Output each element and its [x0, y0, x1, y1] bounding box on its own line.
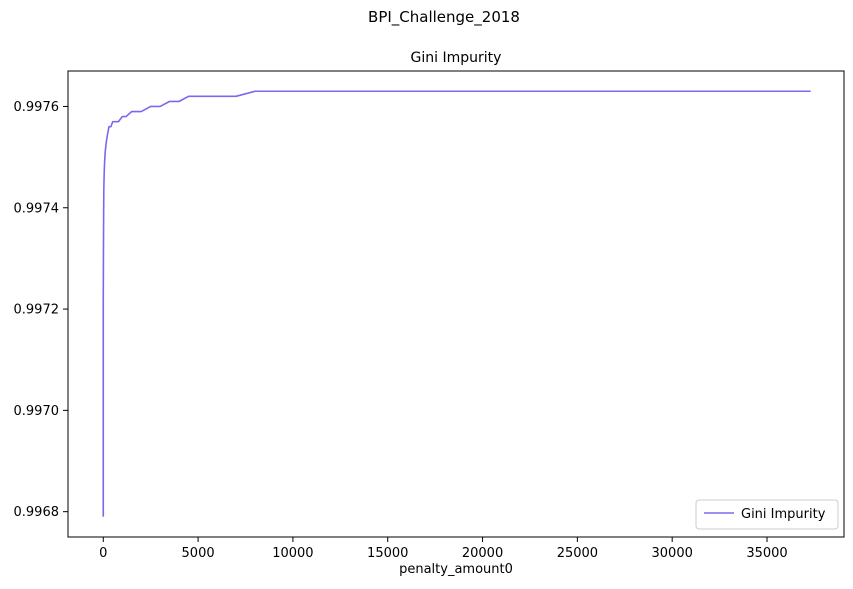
y-tick-label: 0.9968 [14, 505, 60, 520]
x-tick-label: 5000 [182, 546, 215, 561]
x-axis: 0 5000 10000 15000 20000 25000 30000 35000 [99, 537, 788, 561]
x-axis-label: penalty_amount0 [399, 562, 513, 577]
y-tick-label: 0.9972 [14, 303, 60, 318]
series-group [102, 90, 811, 517]
x-tick-label: 30000 [652, 546, 693, 561]
y-tick-label: 0.9976 [14, 100, 60, 115]
y-axis: 0.9968 0.9970 0.9972 0.9974 0.9976 [14, 100, 68, 520]
x-tick-label: 15000 [367, 546, 408, 561]
x-tick-label: 20000 [462, 546, 503, 561]
x-tick-label: 35000 [746, 546, 787, 561]
legend: Gini Impurity [695, 499, 839, 530]
legend-box [695, 499, 839, 530]
series-line-gini-impurity [102, 90, 811, 517]
legend-label: Gini Impurity [741, 507, 826, 522]
chart-subtitle: Gini Impurity [411, 50, 502, 66]
x-tick-label: 10000 [272, 546, 313, 561]
x-tick-label: 0 [99, 546, 107, 561]
y-tick-label: 0.9970 [14, 404, 60, 419]
plot-area [67, 70, 845, 538]
y-tick-label: 0.9974 [14, 201, 60, 216]
chart-title: BPI_Challenge_2018 [368, 8, 520, 27]
x-tick-label: 25000 [557, 546, 598, 561]
